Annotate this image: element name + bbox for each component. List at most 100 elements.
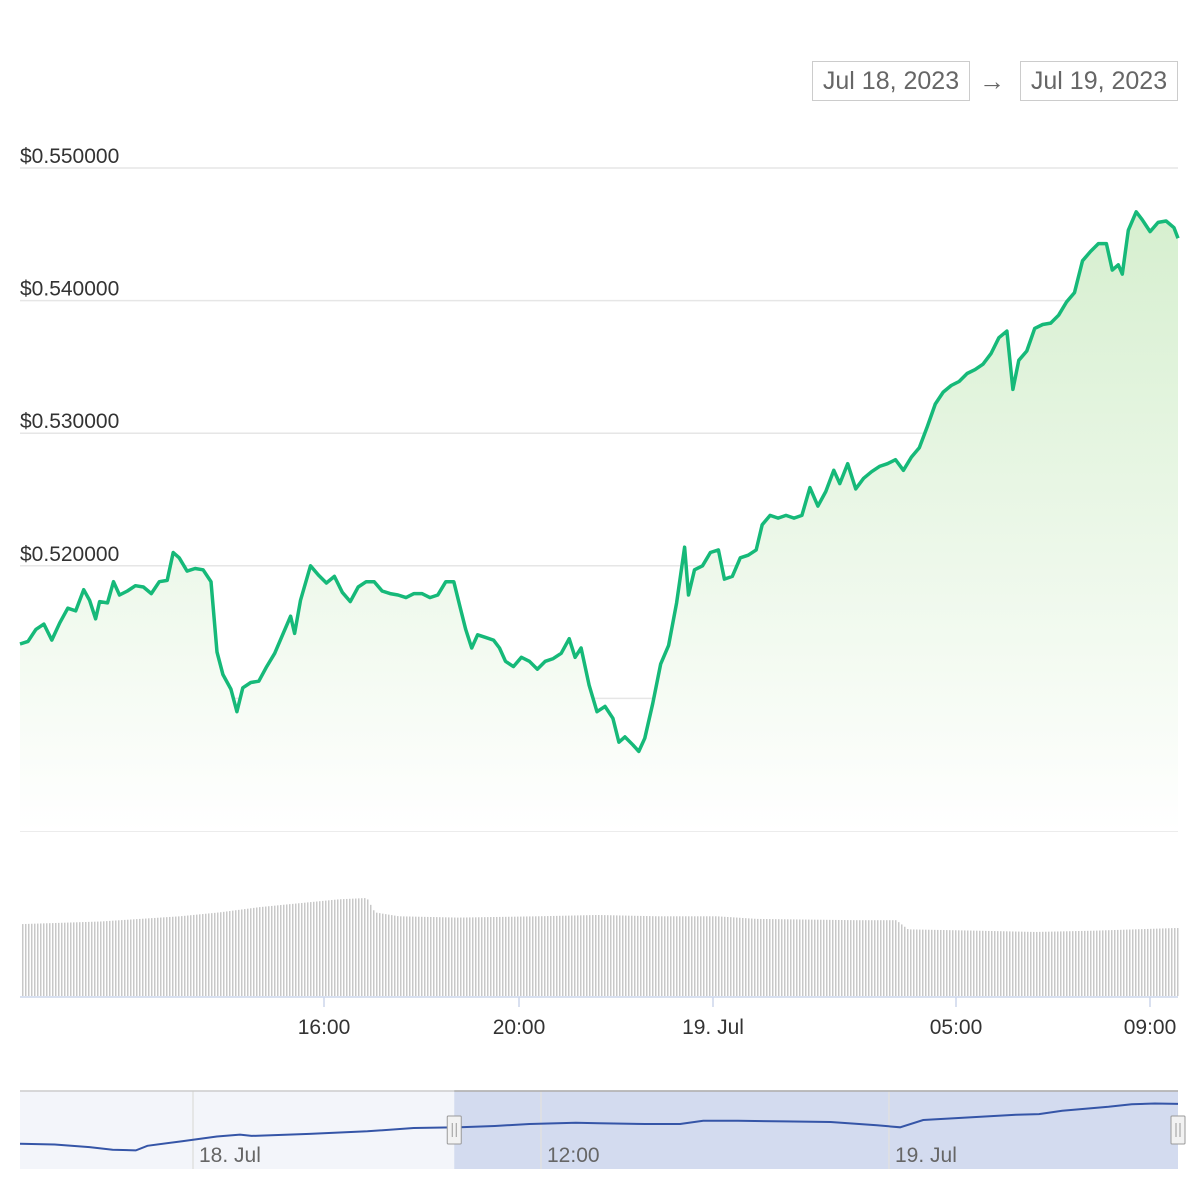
- volume-bar: [445, 917, 447, 996]
- volume-bar: [1165, 928, 1167, 996]
- volume-bar: [1156, 928, 1158, 996]
- volume-bar: [226, 911, 228, 996]
- volume-bar: [895, 920, 897, 996]
- volume-bar: [1084, 930, 1086, 996]
- volume-bar: [430, 916, 432, 996]
- volume-bar: [1171, 928, 1173, 996]
- volume-bar: [634, 915, 636, 996]
- date-range-arrow: →: [979, 66, 1005, 96]
- volume-bar: [400, 916, 402, 996]
- volume-bar: [91, 921, 93, 996]
- volume-bar: [232, 910, 234, 996]
- volume-bar: [130, 919, 132, 996]
- volume-bar: [295, 903, 297, 996]
- volume-bar: [1039, 931, 1041, 996]
- volume-bar: [787, 919, 789, 996]
- volume-bar: [730, 917, 732, 996]
- volume-bar: [550, 916, 552, 996]
- volume-bar: [1150, 928, 1152, 996]
- volume-bar: [217, 912, 219, 996]
- volume-bar: [997, 931, 999, 996]
- volume-bar: [1141, 929, 1143, 996]
- volume-bar: [610, 915, 612, 996]
- volume-bar: [241, 909, 243, 996]
- volume-bar: [1063, 931, 1065, 996]
- volume-bar: [301, 902, 303, 996]
- volume-bar: [697, 916, 699, 996]
- volume-bar: [28, 923, 30, 996]
- volume-bar: [1027, 931, 1029, 996]
- volume-bar: [856, 920, 858, 996]
- volume-bar: [190, 915, 192, 996]
- navigator-handle-left[interactable]: [446, 1115, 462, 1145]
- volume-bar: [1009, 931, 1011, 996]
- volume-bar: [589, 915, 591, 996]
- volume-bar: [136, 919, 138, 996]
- volume-bar: [1081, 930, 1083, 996]
- volume-bar: [889, 920, 891, 996]
- volume-bar: [82, 922, 84, 996]
- volume-bar: [475, 917, 477, 996]
- volume-bar: [103, 921, 105, 996]
- volume-bar: [1153, 928, 1155, 996]
- volume-bar: [1147, 928, 1149, 996]
- date-range-to[interactable]: Jul 19, 2023: [1020, 61, 1178, 101]
- volume-bar: [25, 923, 27, 996]
- volume-bar: [538, 916, 540, 996]
- volume-bar: [865, 920, 867, 996]
- volume-bar: [319, 901, 321, 996]
- volume-bar: [376, 912, 378, 996]
- volume-bar: [661, 916, 663, 996]
- volume-bar: [1024, 931, 1026, 996]
- volume-bar: [229, 911, 231, 996]
- volume-bar: [97, 921, 99, 996]
- volume-bar: [151, 918, 153, 996]
- volume-bar: [643, 915, 645, 996]
- volume-bar: [709, 916, 711, 996]
- navigator-selection[interactable]: [454, 1091, 1178, 1169]
- volume-bar: [529, 916, 531, 996]
- volume-bar: [367, 899, 369, 996]
- volume-bar: [1078, 931, 1080, 996]
- volume-bar: [568, 915, 570, 996]
- volume-bar: [397, 916, 399, 996]
- volume-bar: [484, 917, 486, 996]
- volume-bar: [40, 923, 42, 996]
- x-tick-label: 20:00: [493, 1016, 546, 1039]
- volume-bar: [1096, 930, 1098, 996]
- volume-bar: [862, 920, 864, 996]
- date-range-from[interactable]: Jul 18, 2023: [812, 61, 970, 101]
- volume-bar: [214, 912, 216, 996]
- volume-bar: [1072, 931, 1074, 996]
- volume-bar: [1093, 930, 1095, 996]
- price-line[interactable]: [19, 210, 1180, 754]
- volume-bar: [145, 918, 147, 996]
- volume-bar: [370, 904, 372, 996]
- volume-bar: [118, 920, 120, 996]
- volume-bar: [253, 907, 255, 996]
- volume-bar: [775, 919, 777, 996]
- volume-bar: [112, 920, 114, 996]
- volume-bar: [79, 922, 81, 996]
- volume-bar: [553, 915, 555, 996]
- volume-bar: [574, 915, 576, 996]
- volume-bar: [208, 913, 210, 996]
- volume-bar: [283, 904, 285, 996]
- volume-bar: [799, 919, 801, 996]
- volume-bar: [268, 906, 270, 996]
- volume-bar: [814, 919, 816, 996]
- volume-bar: [439, 917, 441, 996]
- navigator-tick-label: 19. Jul: [895, 1144, 957, 1167]
- navigator-handle-right[interactable]: [1170, 1115, 1186, 1145]
- volume-bar: [928, 929, 930, 996]
- volume-bar: [352, 898, 354, 996]
- volume-bar: [616, 915, 618, 996]
- volume-bar: [829, 919, 831, 996]
- volume-bar: [745, 918, 747, 996]
- volume-bar: [160, 917, 162, 996]
- volume-bar: [55, 922, 57, 996]
- volume-bar: [187, 915, 189, 996]
- volume-bar: [304, 902, 306, 996]
- volume-bar: [418, 916, 420, 996]
